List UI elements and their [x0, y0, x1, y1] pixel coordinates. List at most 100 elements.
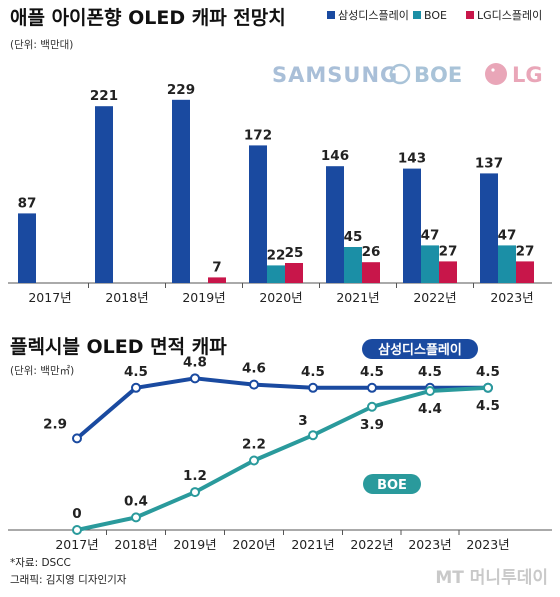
bar-value-label: 87: [18, 195, 37, 211]
samsung-point-label: 4.8: [183, 354, 207, 370]
bar-lg: [208, 277, 226, 283]
bar-samsung: [95, 106, 113, 283]
x-tick-label: 2023년: [490, 290, 533, 305]
samsung-point-label: 2.9: [43, 416, 67, 432]
boe-point-label: 2.2: [242, 436, 266, 452]
samsung-series-pill-bg: [362, 339, 478, 359]
boe-point-label: 4.4: [418, 401, 442, 417]
x-tick-label: 2020년: [232, 537, 275, 552]
watermark-logo: MT 머니투데이: [435, 568, 548, 588]
samsung-series-pill: 삼성디스플레이: [362, 339, 478, 359]
graphic-credit: 그래픽: 김지영 디자인기자: [10, 574, 127, 586]
bar-boe: [267, 265, 285, 283]
line-point-samsung: [367, 382, 377, 393]
lg-logo-face-icon: [485, 63, 507, 85]
line-point-boe: [367, 401, 377, 412]
bar-chart-title: 애플 아이폰향 OLED 캐파 전망치: [10, 7, 286, 29]
samsung-point-label: 4.5: [301, 364, 325, 380]
source-note: *자료: DSCC: [10, 557, 71, 569]
legend-item-1: BOE: [413, 9, 447, 22]
bar-samsung: [172, 99, 190, 283]
boe-point-label: 1.2: [183, 468, 207, 484]
legend-label: 삼성디스플레이: [338, 9, 409, 22]
line-point-boe: [425, 385, 435, 396]
legend-label: LG디스플레이: [477, 9, 542, 22]
boe-series-pill-bg: [363, 474, 421, 494]
bar-lg: [285, 263, 303, 283]
line-chart-x-axis: 2017년 2018년 2019년 2020년 2021년 2022년 2023년 2023년: [55, 530, 510, 552]
legend-swatch: [466, 11, 474, 19]
x-tick-label: 2021년: [291, 537, 334, 552]
boe-point-label: 3.9: [360, 417, 384, 433]
x-tick-label: 2017년: [28, 290, 71, 305]
boe-series-pill-text: BOE: [377, 478, 407, 493]
boe-point-label: 0: [72, 506, 81, 522]
bar-lg: [439, 261, 457, 283]
samsung-point-label: 4.5: [476, 364, 500, 380]
bar-value-label: 146: [321, 148, 349, 164]
line-point-boe: [131, 512, 141, 523]
line-point-boe: [483, 382, 493, 393]
legend-item-0: 삼성디스플레이: [327, 9, 409, 22]
x-tick-label: 2019년: [182, 290, 225, 305]
lg-logo-eye-icon: [491, 68, 495, 72]
line-point-boe: [308, 430, 318, 441]
bar-value-label: 137: [475, 155, 503, 171]
line-chart-value-labels: 2.9 4.5 4.8 4.6 4.5 4.5 4.5 4.5 0 0.4 1.2 2.2 3 3.9 4.…: [43, 354, 500, 522]
bar-value-label: 143: [398, 151, 426, 167]
line-boe: [76, 385, 489, 532]
x-tick-label: 2022년: [413, 290, 456, 305]
bar-boe: [498, 245, 516, 283]
boe-series-pill: BOE: [363, 474, 421, 494]
bar-samsung: [249, 145, 267, 283]
line-chart-unit: (단위: 백만㎡): [10, 364, 74, 377]
bar-value-label: 47: [421, 227, 440, 243]
line-point-boe: [249, 455, 259, 466]
legend-item-2: LG디스플레이: [466, 9, 542, 22]
bar-chart-x-axis: 2017년 2018년 2019년 2020년 2021년 2022년 2023년: [28, 283, 534, 305]
x-tick-label: 2018년: [114, 537, 157, 552]
legend-swatch: [327, 11, 335, 19]
bar-samsung: [403, 168, 421, 283]
bar-lg: [516, 261, 534, 283]
bar-value-label: 229: [167, 82, 195, 98]
bar-value-label: 26: [362, 244, 381, 260]
bar-boe: [344, 247, 362, 283]
bar-samsung: [326, 166, 344, 283]
x-tick-label: 2023년: [408, 537, 451, 552]
samsung-logo: SAMSUNG: [272, 63, 398, 87]
company-logos: SAMSUNG BOE LG: [272, 63, 543, 87]
legend-label: BOE: [424, 9, 447, 22]
lg-logo: LG: [512, 63, 543, 87]
line-chart-series: [72, 373, 493, 535]
bar-value-label: 47: [498, 227, 517, 243]
legend-swatch: [413, 11, 421, 19]
bar-value-label: 27: [516, 243, 535, 259]
boe-point-label: 4.5: [476, 398, 500, 414]
bar-lg: [362, 262, 380, 283]
x-tick-label: 2019년: [173, 537, 216, 552]
x-tick-label: 2018년: [105, 290, 148, 305]
bar-value-label: 7: [212, 259, 221, 275]
line-point-boe: [190, 487, 200, 498]
x-tick-label: 2021년: [336, 290, 379, 305]
x-tick-label: 2020년: [259, 290, 302, 305]
bar-value-label: 25: [285, 245, 304, 261]
x-tick-label: 2022년: [350, 537, 393, 552]
x-tick-label: 2017년: [55, 537, 98, 552]
line-samsung: [75, 376, 488, 440]
samsung-point-label: 4.5: [124, 364, 148, 380]
samsung-point-label: 4.6: [242, 361, 266, 377]
bar-chart-legend: 삼성디스플레이 BOE LG디스플레이: [327, 9, 542, 22]
line-point-samsung: [249, 379, 259, 390]
bar-value-label: 221: [90, 88, 118, 104]
samsung-point-label: 4.5: [360, 364, 384, 380]
line-point-samsung: [131, 382, 141, 393]
line-point-samsung: [190, 373, 200, 384]
boe-logo-ring-icon: [389, 63, 411, 85]
bar-samsung: [18, 213, 36, 283]
samsung-series-pill-text: 삼성디스플레이: [378, 342, 462, 358]
bar-boe: [421, 245, 439, 283]
